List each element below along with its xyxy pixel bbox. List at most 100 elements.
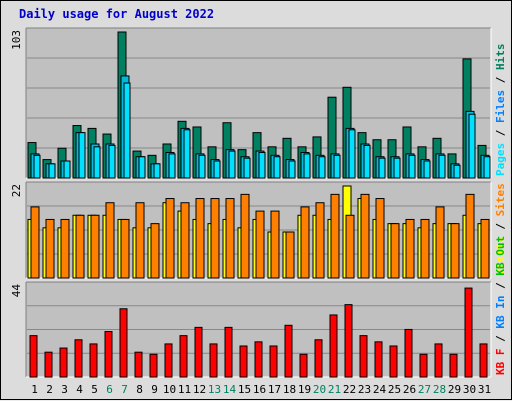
legend-item-kb-out: KB Out bbox=[494, 236, 507, 276]
pages-bar bbox=[168, 153, 176, 179]
pages-bar bbox=[63, 160, 71, 179]
pages-bar bbox=[468, 113, 476, 179]
sites-bar bbox=[480, 218, 490, 279]
kb-f-bar bbox=[404, 328, 413, 378]
y-axis-max-label: 44 bbox=[10, 284, 23, 298]
legend: Visits / Sites bbox=[494, 183, 507, 276]
legend-separator: / bbox=[494, 329, 507, 349]
kb-f-bar bbox=[119, 308, 128, 378]
kb-f-bar bbox=[464, 287, 473, 378]
kb-f-bar bbox=[179, 335, 188, 378]
sites-bar bbox=[345, 214, 355, 279]
x-tick-label: 24 bbox=[373, 383, 387, 396]
x-tick-label: 10 bbox=[163, 383, 176, 396]
x-tick-label: 11 bbox=[178, 383, 191, 396]
legend-item-kb-in: KB In bbox=[494, 296, 507, 329]
kb-f-bar bbox=[89, 343, 98, 378]
kb-f-bar bbox=[434, 343, 443, 378]
sites-bar bbox=[360, 193, 370, 279]
legend: KB F / KB In / KB Out bbox=[494, 236, 507, 375]
pages-bar bbox=[48, 163, 56, 179]
sites-bar bbox=[390, 223, 400, 279]
x-tick-label: 14 bbox=[223, 383, 237, 396]
pages-bar bbox=[33, 154, 41, 179]
x-tick-label: 9 bbox=[151, 383, 158, 396]
x-tick-label: 17 bbox=[268, 383, 281, 396]
kb-f-bar bbox=[419, 353, 428, 378]
kbytes-panel: 44 KB F / KB In / KB Out bbox=[10, 236, 507, 378]
pages-bar bbox=[213, 160, 221, 179]
pages-bar bbox=[183, 129, 191, 179]
legend-separator: / bbox=[494, 123, 507, 143]
kb-f-bar bbox=[224, 326, 233, 378]
kb-f-bar bbox=[374, 341, 383, 378]
pages-bar bbox=[378, 157, 386, 179]
sites-bar bbox=[195, 198, 205, 279]
pages-bar bbox=[393, 157, 401, 179]
x-tick-label: 1 bbox=[31, 383, 38, 396]
chart-title: Daily usage for August 2022 bbox=[19, 7, 215, 21]
kb-f-bar bbox=[314, 339, 323, 378]
pages-bar bbox=[243, 157, 251, 179]
x-tick-label: 19 bbox=[298, 383, 311, 396]
pages-bar bbox=[123, 82, 131, 179]
kb-f-bar bbox=[59, 347, 68, 378]
pages-bar bbox=[93, 146, 101, 179]
sites-bar bbox=[375, 198, 385, 279]
legend-separator: / bbox=[494, 276, 507, 296]
sites-bar bbox=[105, 202, 115, 279]
sites-bar bbox=[120, 218, 130, 279]
sites-bar bbox=[420, 218, 430, 279]
x-tick-label: 6 bbox=[106, 383, 113, 396]
x-tick-label: 18 bbox=[283, 383, 296, 396]
x-tick-label: 5 bbox=[91, 383, 98, 396]
pages-bar bbox=[228, 150, 236, 179]
y-axis-max-label: 103 bbox=[10, 30, 23, 50]
x-tick-label: 15 bbox=[238, 383, 251, 396]
kb-f-bar bbox=[239, 345, 248, 378]
x-tick-label: 8 bbox=[136, 383, 143, 396]
sites-bar bbox=[60, 218, 70, 279]
pages-bar bbox=[303, 153, 311, 179]
sites-bar bbox=[330, 193, 340, 279]
x-tick-label: 22 bbox=[343, 383, 356, 396]
kb-f-bar bbox=[329, 314, 338, 378]
sites-bar bbox=[90, 214, 100, 279]
sites-bar bbox=[225, 198, 235, 279]
kb-f-bar bbox=[74, 339, 83, 378]
sites-bar bbox=[435, 206, 445, 279]
sites-bar bbox=[300, 206, 310, 279]
pages-bar bbox=[318, 156, 326, 179]
sites-bar bbox=[45, 218, 55, 279]
x-tick-label: 13 bbox=[208, 383, 221, 396]
x-tick-label: 26 bbox=[403, 383, 416, 396]
pages-bar bbox=[258, 151, 266, 179]
pages-bar bbox=[333, 154, 341, 179]
kb-f-bar bbox=[479, 343, 488, 378]
pages-bar bbox=[288, 160, 296, 179]
sites-bar bbox=[315, 202, 325, 279]
sites-bar bbox=[180, 202, 190, 279]
visits-sites-panel: 22 Visits / Sites bbox=[10, 181, 507, 279]
x-tick-label: 29 bbox=[448, 383, 461, 396]
hits-files-pages-panel: 103 Pages / Files / Hits bbox=[10, 27, 507, 179]
x-tick-label: 16 bbox=[253, 383, 266, 396]
sites-bar bbox=[255, 210, 265, 279]
legend-separator: / bbox=[494, 70, 507, 90]
kb-f-bar bbox=[29, 335, 38, 378]
legend-item-visits: Visits bbox=[494, 236, 507, 276]
y-axis-max-label: 22 bbox=[10, 184, 23, 197]
kb-f-bar bbox=[209, 343, 218, 378]
kb-f-bar bbox=[269, 345, 278, 378]
pages-bar bbox=[423, 160, 431, 179]
pages-bar bbox=[408, 154, 416, 179]
sites-bar bbox=[450, 223, 460, 279]
kb-f-bar bbox=[149, 353, 158, 378]
pages-bar bbox=[78, 132, 86, 179]
sites-bar bbox=[465, 193, 475, 279]
pages-bar bbox=[438, 154, 446, 179]
kb-f-bar bbox=[359, 335, 368, 378]
sites-bar bbox=[165, 198, 175, 279]
